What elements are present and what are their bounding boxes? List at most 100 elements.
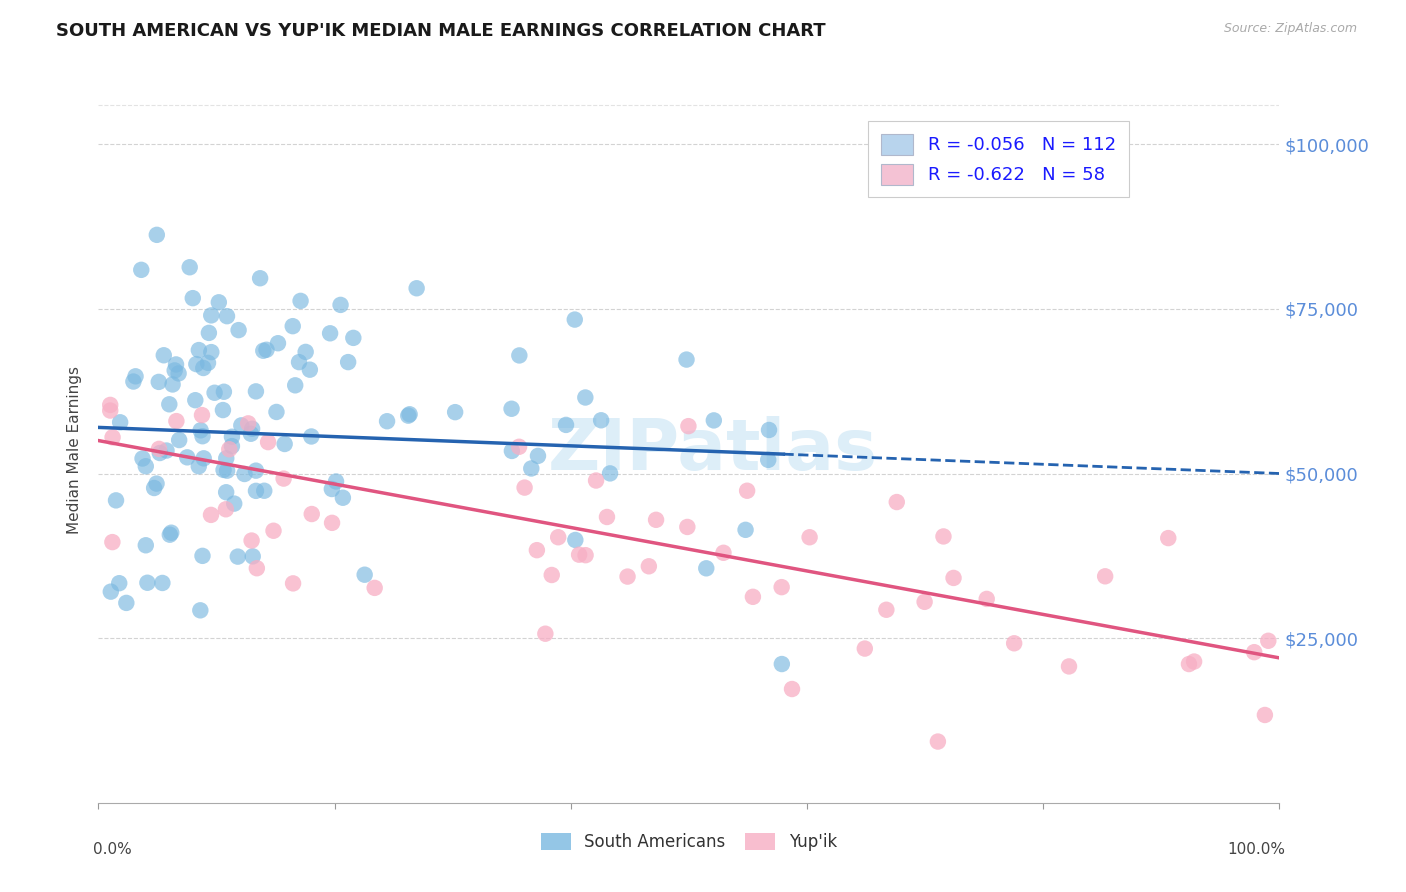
Point bbox=[198, 326, 221, 340]
Point bbox=[927, 734, 949, 748]
Point bbox=[249, 271, 271, 285]
Point bbox=[555, 417, 578, 432]
Point bbox=[508, 440, 530, 454]
Point bbox=[288, 355, 311, 369]
Point bbox=[108, 576, 131, 591]
Point bbox=[221, 439, 243, 453]
Point bbox=[143, 481, 166, 495]
Point bbox=[256, 343, 278, 357]
Point bbox=[221, 430, 243, 444]
Point bbox=[574, 548, 596, 562]
Point bbox=[332, 491, 354, 505]
Point bbox=[741, 590, 763, 604]
Point bbox=[215, 451, 238, 466]
Point bbox=[703, 413, 725, 427]
Point bbox=[100, 584, 122, 599]
Point bbox=[520, 461, 543, 475]
Point bbox=[596, 510, 619, 524]
Point bbox=[513, 481, 536, 495]
Point bbox=[564, 312, 586, 326]
Point bbox=[325, 475, 347, 489]
Point bbox=[713, 546, 735, 560]
Point bbox=[240, 422, 263, 436]
Point bbox=[149, 446, 172, 460]
Text: 100.0%: 100.0% bbox=[1227, 841, 1285, 856]
Point bbox=[263, 524, 285, 538]
Point bbox=[301, 507, 323, 521]
Point bbox=[228, 323, 250, 337]
Point bbox=[257, 435, 280, 450]
Point bbox=[1157, 531, 1180, 545]
Point bbox=[734, 523, 756, 537]
Point bbox=[246, 561, 269, 575]
Point bbox=[218, 442, 240, 457]
Point bbox=[853, 641, 876, 656]
Point bbox=[152, 348, 174, 362]
Point bbox=[273, 437, 295, 451]
Point bbox=[886, 495, 908, 509]
Point bbox=[1057, 659, 1080, 673]
Point bbox=[396, 409, 419, 423]
Point bbox=[540, 568, 562, 582]
Point bbox=[215, 485, 238, 500]
Point bbox=[976, 591, 998, 606]
Point bbox=[105, 493, 128, 508]
Point bbox=[98, 398, 121, 412]
Point bbox=[353, 567, 375, 582]
Point bbox=[281, 319, 304, 334]
Point bbox=[98, 403, 121, 417]
Point bbox=[124, 369, 146, 384]
Point bbox=[217, 464, 239, 478]
Point bbox=[534, 626, 557, 640]
Legend: South Americans, Yup'ik: South Americans, Yup'ik bbox=[534, 826, 844, 858]
Point bbox=[501, 401, 523, 416]
Point bbox=[215, 502, 238, 516]
Point bbox=[398, 407, 420, 421]
Point bbox=[186, 357, 208, 371]
Point bbox=[115, 596, 138, 610]
Point bbox=[239, 426, 262, 441]
Point bbox=[200, 309, 222, 323]
Point bbox=[148, 375, 170, 389]
Point bbox=[245, 384, 267, 399]
Point bbox=[204, 385, 226, 400]
Point bbox=[284, 378, 307, 392]
Point bbox=[568, 548, 591, 562]
Point bbox=[695, 561, 717, 575]
Point bbox=[184, 393, 207, 408]
Point bbox=[319, 326, 342, 341]
Point bbox=[226, 549, 249, 564]
Point bbox=[780, 681, 803, 696]
Point bbox=[145, 476, 167, 491]
Point bbox=[135, 538, 157, 552]
Point bbox=[1257, 633, 1279, 648]
Point bbox=[501, 444, 523, 458]
Point bbox=[735, 483, 758, 498]
Point bbox=[1182, 655, 1205, 669]
Point bbox=[150, 576, 173, 591]
Point bbox=[165, 358, 187, 372]
Point bbox=[157, 397, 180, 411]
Point bbox=[591, 413, 613, 427]
Point bbox=[253, 483, 276, 498]
Point bbox=[148, 442, 170, 456]
Point bbox=[252, 343, 274, 358]
Point bbox=[1094, 569, 1116, 583]
Point bbox=[645, 513, 668, 527]
Point bbox=[564, 533, 586, 547]
Point bbox=[101, 535, 124, 549]
Point bbox=[756, 453, 779, 467]
Point bbox=[267, 336, 290, 351]
Point bbox=[266, 405, 288, 419]
Point bbox=[231, 418, 253, 433]
Point bbox=[191, 429, 214, 443]
Point bbox=[321, 516, 343, 530]
Point bbox=[547, 530, 569, 544]
Point bbox=[155, 443, 177, 458]
Point bbox=[240, 533, 263, 548]
Point bbox=[799, 530, 821, 544]
Point bbox=[290, 293, 312, 308]
Point bbox=[200, 345, 222, 359]
Point bbox=[770, 657, 793, 671]
Point bbox=[1243, 645, 1265, 659]
